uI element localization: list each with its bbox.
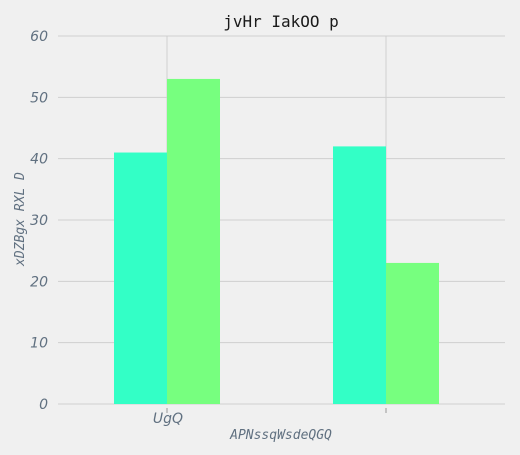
bar-series-2-1 — [386, 262, 439, 404]
y-tick-label: 10 — [30, 336, 48, 352]
y-tick-label: 0 — [39, 397, 48, 413]
y-tick-label: 20 — [30, 274, 48, 290]
chart-title: jvHr IakOO p — [223, 12, 339, 31]
y-tick-label: 30 — [30, 213, 48, 229]
y-tick-label: 40 — [30, 152, 48, 168]
x-axis-ticks: UgQ — [153, 408, 387, 427]
bar-series-1-0 — [114, 152, 167, 404]
y-axis-ticks: 0 10 20 30 40 50 60 — [30, 29, 48, 413]
bars — [114, 78, 439, 404]
bar-series-2-0 — [167, 78, 220, 404]
bar-series-1-1 — [333, 146, 386, 404]
y-axis-label: xDZBgx RXL D — [13, 172, 28, 267]
y-tick-label: 50 — [30, 90, 48, 106]
x-axis-label: APNssqWsdeQGQ — [229, 428, 332, 443]
y-tick-label: 60 — [30, 29, 48, 45]
x-tick-label: UgQ — [153, 411, 183, 427]
